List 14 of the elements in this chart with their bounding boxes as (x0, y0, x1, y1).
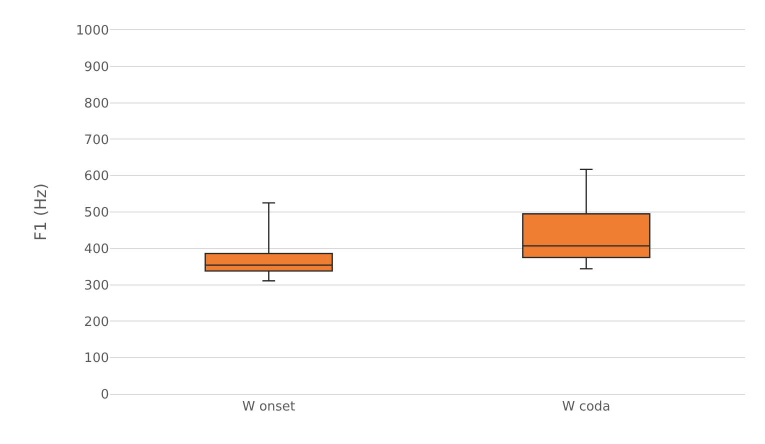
y-tick-label: 800 (84, 96, 109, 112)
y-axis-title: F1 (Hz) (30, 183, 50, 241)
y-tick-label: 600 (84, 169, 109, 184)
y-tick-label: 700 (84, 132, 109, 148)
y-tick-label: 0 (100, 388, 109, 403)
y-tick-label: 200 (84, 314, 109, 330)
x-tick-label: W coda (562, 400, 610, 415)
y-tick-label: 500 (84, 206, 109, 221)
y-tick-label: 400 (84, 242, 109, 257)
y-tick-label: 300 (84, 278, 109, 294)
x-tick-label: W onset (242, 400, 296, 415)
y-tick-label: 900 (84, 60, 109, 75)
y-tick-label: 100 (84, 351, 109, 366)
y-tick-label: 1000 (76, 24, 109, 39)
